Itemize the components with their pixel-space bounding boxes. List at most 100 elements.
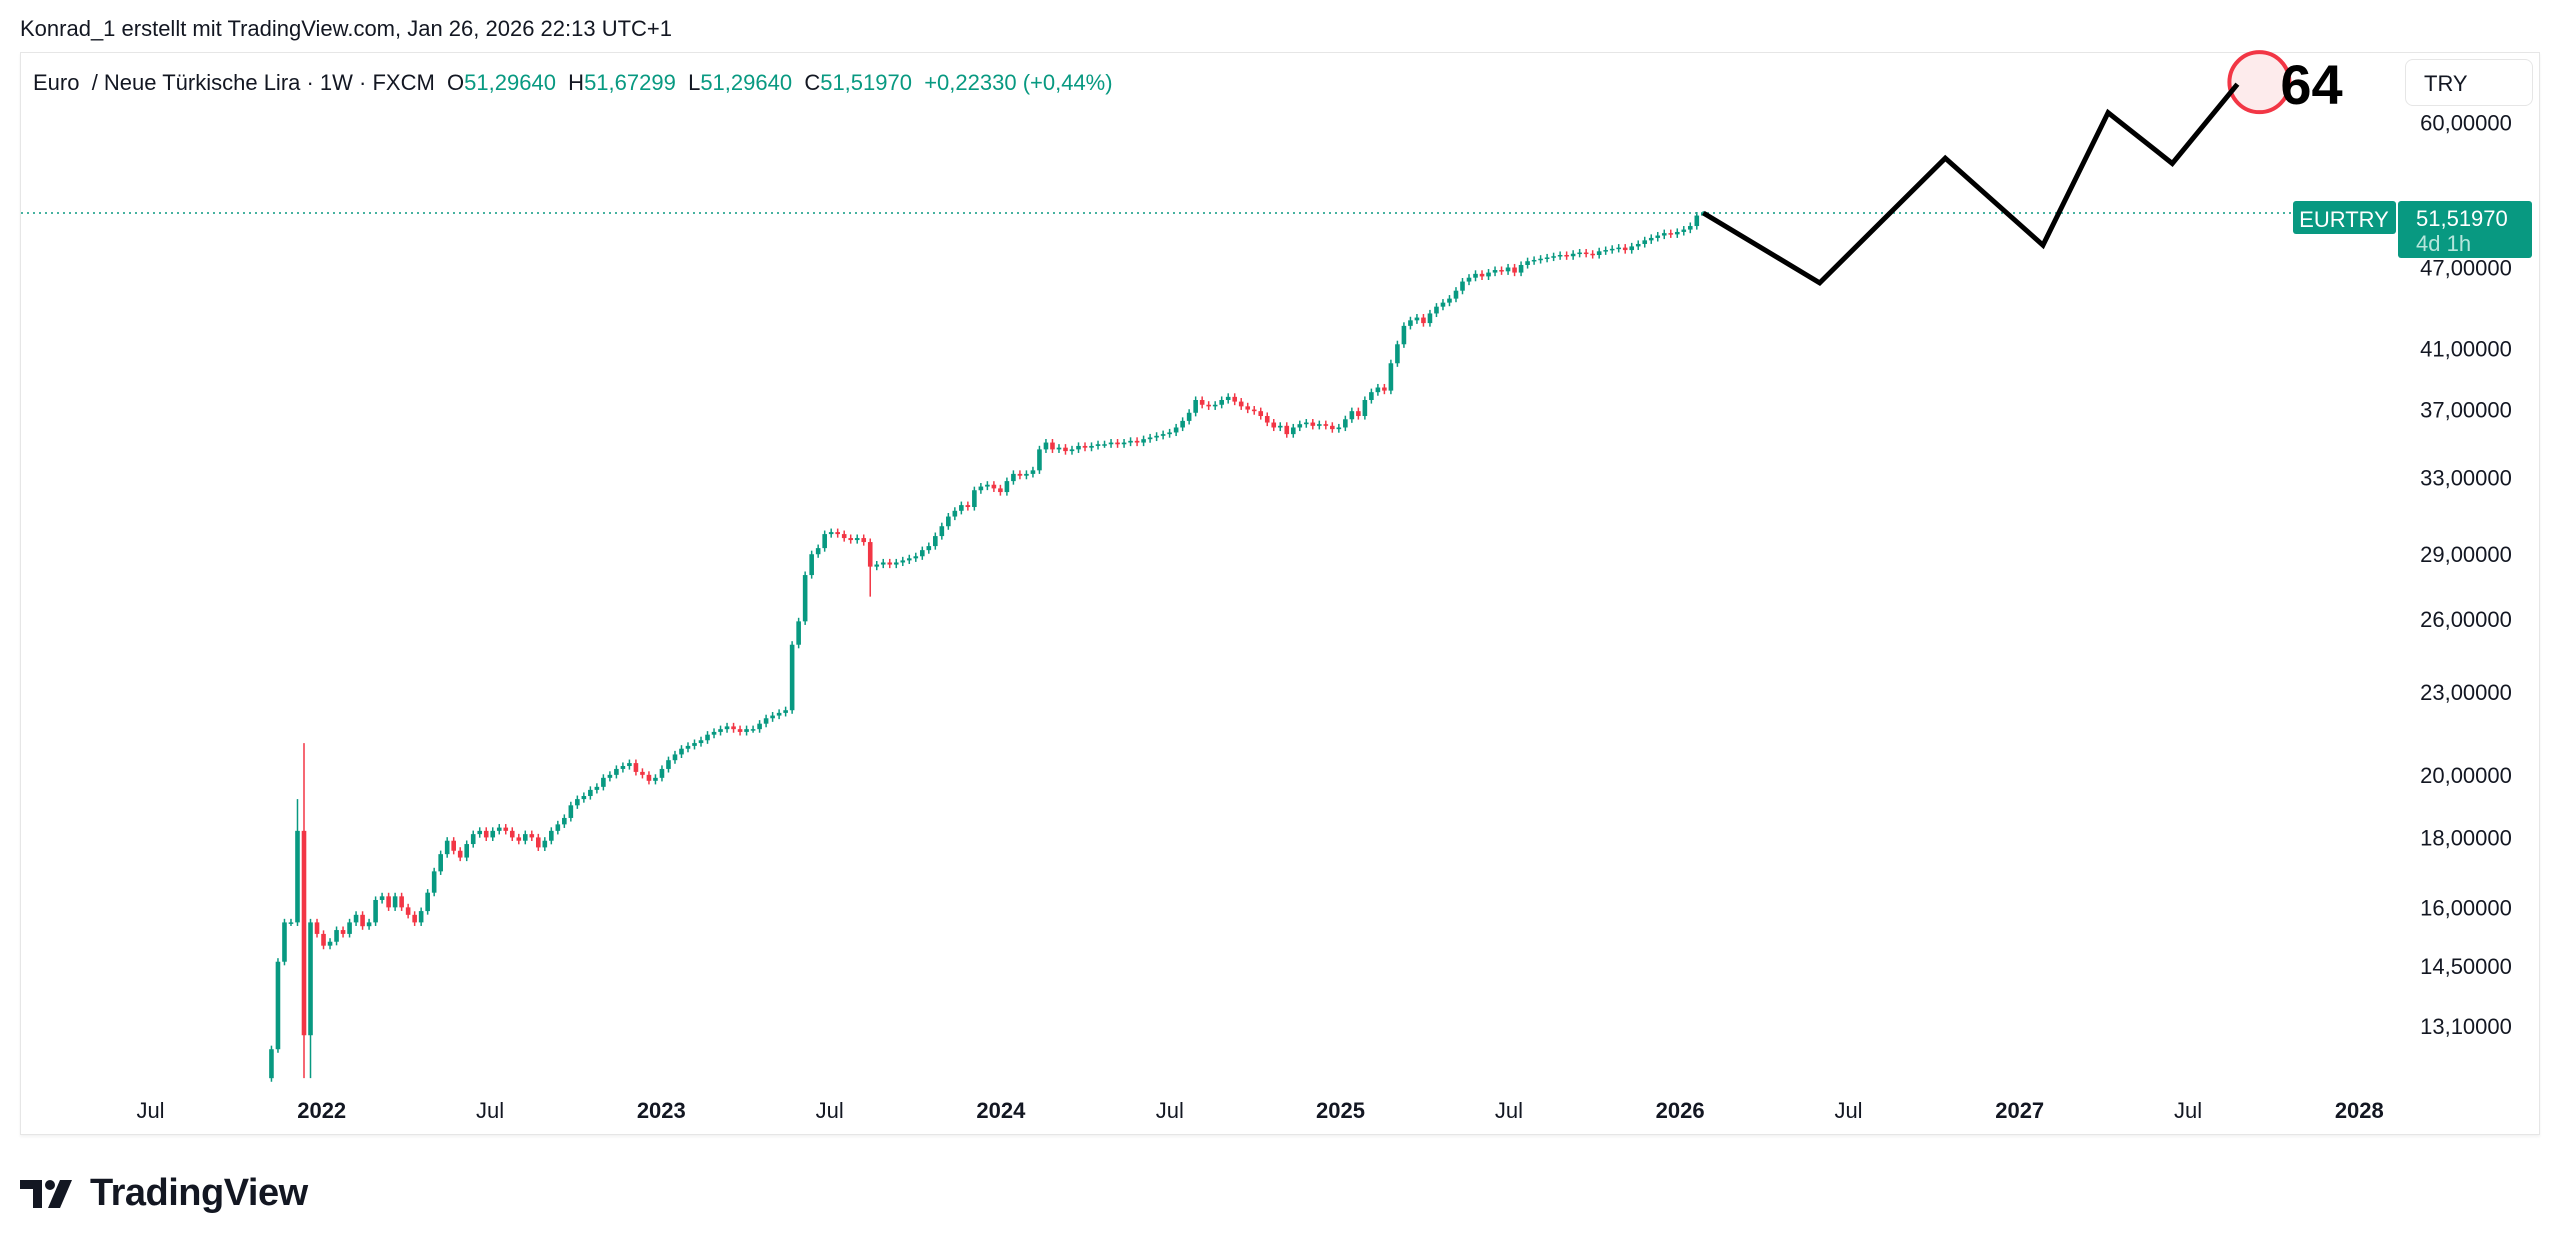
candle-body: [1635, 243, 1641, 247]
candle: [464, 840, 470, 862]
candle-body: [1505, 267, 1511, 272]
currency-button[interactable]: TRY: [2405, 59, 2533, 106]
candle: [1264, 412, 1270, 427]
candle: [1121, 439, 1127, 448]
candle: [679, 745, 684, 759]
candle-body: [418, 911, 424, 923]
candle: [379, 892, 385, 904]
candle-body: [1095, 444, 1101, 446]
candle-body: [490, 830, 496, 838]
candle-body: [972, 490, 977, 508]
candle-body: [386, 896, 391, 908]
candle: [692, 739, 697, 750]
candle: [451, 837, 456, 855]
candle: [685, 742, 691, 753]
candle: [672, 750, 678, 764]
candle-body: [1330, 425, 1335, 430]
candle-body: [1453, 290, 1459, 299]
candle-body: [314, 922, 320, 934]
candle-body: [1238, 401, 1244, 407]
candle: [763, 714, 769, 728]
candle: [666, 756, 671, 773]
candle: [373, 896, 378, 926]
candle: [1694, 212, 1700, 230]
candle: [1277, 422, 1283, 432]
candle-body: [529, 834, 535, 838]
candle: [1525, 257, 1530, 269]
candle: [1408, 316, 1413, 330]
candle-body: [1082, 445, 1088, 448]
candle-body: [1460, 281, 1465, 291]
candle: [1551, 252, 1556, 262]
candle-body: [1349, 411, 1355, 420]
candle-body: [1375, 387, 1381, 393]
candle: [1362, 396, 1368, 420]
candle-body: [308, 922, 313, 1036]
candle-body: [998, 488, 1003, 493]
candle: [959, 501, 964, 515]
candle-body: [1167, 432, 1172, 435]
candle-body: [1303, 422, 1309, 425]
candle-body: [1642, 240, 1648, 244]
candle-body: [880, 562, 886, 565]
candle-body: [1245, 406, 1251, 410]
candle: [783, 706, 788, 717]
candle-body: [373, 899, 378, 923]
candle: [1317, 420, 1322, 430]
candle-body: [1538, 258, 1543, 261]
candle-body: [1687, 226, 1693, 230]
price-axis-label: 33,00000: [2420, 465, 2512, 490]
candle-body: [939, 526, 945, 537]
candle: [392, 892, 398, 911]
candle: [1024, 470, 1029, 480]
candle: [770, 712, 775, 722]
candle: [1069, 445, 1075, 455]
candle-body: [1499, 270, 1504, 272]
candle: [607, 771, 613, 782]
candle-body: [1128, 440, 1133, 443]
tradingview-logo[interactable]: TradingView: [20, 1172, 308, 1215]
candle-body: [1147, 437, 1153, 440]
candle-body: [854, 538, 860, 541]
candle: [1382, 383, 1387, 395]
candle: [581, 792, 587, 803]
candle-body: [536, 837, 541, 848]
candle-body: [405, 907, 411, 915]
candle: [1674, 228, 1680, 238]
candle: [952, 507, 958, 521]
time-axis-label: 2026: [1656, 1098, 1705, 1123]
candle-body: [1629, 246, 1635, 251]
candle-body: [1473, 273, 1478, 278]
candle: [1609, 245, 1615, 254]
candle: [998, 484, 1003, 496]
candle-body: [724, 726, 730, 730]
candle: [568, 801, 574, 822]
last-price-label: 51,51970: [2416, 206, 2508, 231]
candle: [1076, 442, 1081, 453]
candle-body: [1043, 442, 1049, 450]
candle: [933, 532, 938, 550]
candle: [1349, 407, 1355, 423]
candle-body: [906, 558, 912, 561]
price-axis-label: 16,00000: [2420, 895, 2512, 920]
candle-body: [607, 774, 613, 778]
candle-body: [288, 922, 294, 924]
candle-body: [522, 834, 528, 841]
symbol-price-tag: EURTRY: [2293, 201, 2396, 234]
candle-body: [1069, 449, 1075, 452]
price-axis-label: 13,10000: [2420, 1014, 2512, 1039]
candle-body: [802, 575, 808, 622]
candle-body: [1668, 233, 1674, 235]
candle: [1108, 439, 1114, 448]
candle-body: [1173, 427, 1179, 433]
candle-body: [568, 805, 574, 818]
candle: [1427, 309, 1433, 327]
candle-body: [282, 922, 287, 962]
candle-body: [861, 538, 867, 543]
candle: [399, 892, 404, 911]
candle: [1238, 398, 1244, 410]
candle-body: [399, 896, 404, 908]
candle: [588, 786, 593, 800]
candle-body: [1512, 267, 1517, 273]
